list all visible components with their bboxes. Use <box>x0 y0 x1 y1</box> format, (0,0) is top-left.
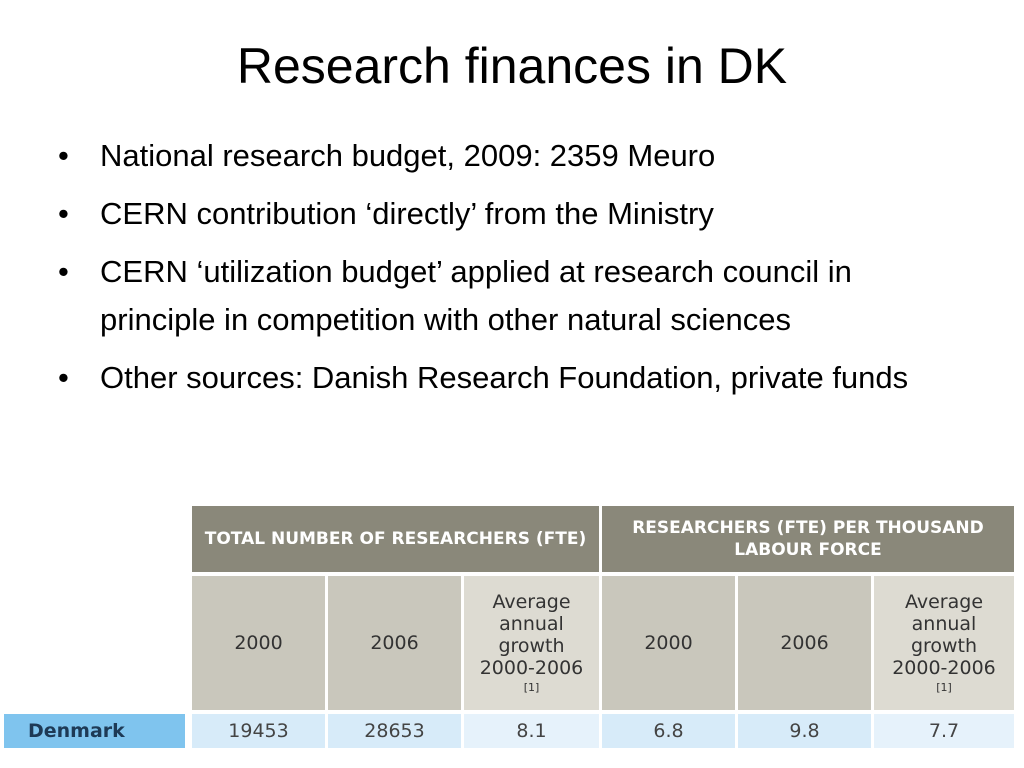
sub-header-label: 2006 <box>780 632 829 654</box>
bullet-dot-icon: • <box>58 196 69 231</box>
slide-title: Research finances in DK <box>236 38 788 94</box>
bullet-dot-icon: • <box>58 138 69 173</box>
sub-header: 2006 <box>738 576 871 710</box>
sub-header-label: 2000 <box>234 632 283 654</box>
sub-header: 2006 <box>328 576 461 710</box>
sub-header-label: Average annual growth 2000-2006 <box>479 591 584 679</box>
row-label-denmark: Denmark <box>4 714 185 748</box>
bullet-list: • National research budget, 2009: 2359 Me… <box>58 132 958 412</box>
footnote-ref: [1] <box>523 681 540 694</box>
bullet-item: • National research budget, 2009: 2359 Me… <box>58 132 958 180</box>
table-cell: 9.8 <box>738 714 871 748</box>
table-cell: 8.1 <box>464 714 599 748</box>
table-cell: 6.8 <box>602 714 735 748</box>
table-cell: 28653 <box>328 714 461 748</box>
footnote-ref: [1] <box>936 681 952 694</box>
sub-header-label: 2006 <box>370 632 419 654</box>
sub-header: 2000 <box>192 576 325 710</box>
bullet-item: • CERN ‘utilization budget’ applied at re… <box>58 248 958 344</box>
sub-header: Average annual growth 2000-2006 [1] <box>874 576 1014 710</box>
sub-header-label: 2000 <box>644 632 693 654</box>
sub-header-label: Average annual growth 2000-2006 <box>892 591 996 679</box>
bullet-text: CERN ‘utilization budget’ applied at res… <box>100 254 852 337</box>
bullet-item: • Other sources: Danish Research Foundati… <box>58 354 958 402</box>
table-cell: 19453 <box>192 714 325 748</box>
bullet-dot-icon: • <box>58 254 69 289</box>
table-cell: 7.7 <box>874 714 1014 748</box>
bullet-dot-icon: • <box>58 360 69 395</box>
researchers-table: TOTAL NUMBER OF RESEARCHERS (FTE) RESEAR… <box>0 506 1014 751</box>
sub-header: 2000 <box>602 576 735 710</box>
bullet-text: Other sources: Danish Research Foundatio… <box>100 360 909 395</box>
group-header-per-thousand: RESEARCHERS (FTE) PER THOUSAND LABOUR FO… <box>602 506 1014 572</box>
bullet-text: CERN contribution ‘directly’ from the Mi… <box>100 196 714 231</box>
bullet-text: National research budget, 2009: 2359 Meu… <box>100 138 716 173</box>
group-header-total-researchers: TOTAL NUMBER OF RESEARCHERS (FTE) <box>192 506 599 572</box>
bullet-item: • CERN contribution ‘directly’ from the M… <box>58 190 958 238</box>
sub-header: Average annual growth 2000-2006 [1] <box>464 576 599 710</box>
